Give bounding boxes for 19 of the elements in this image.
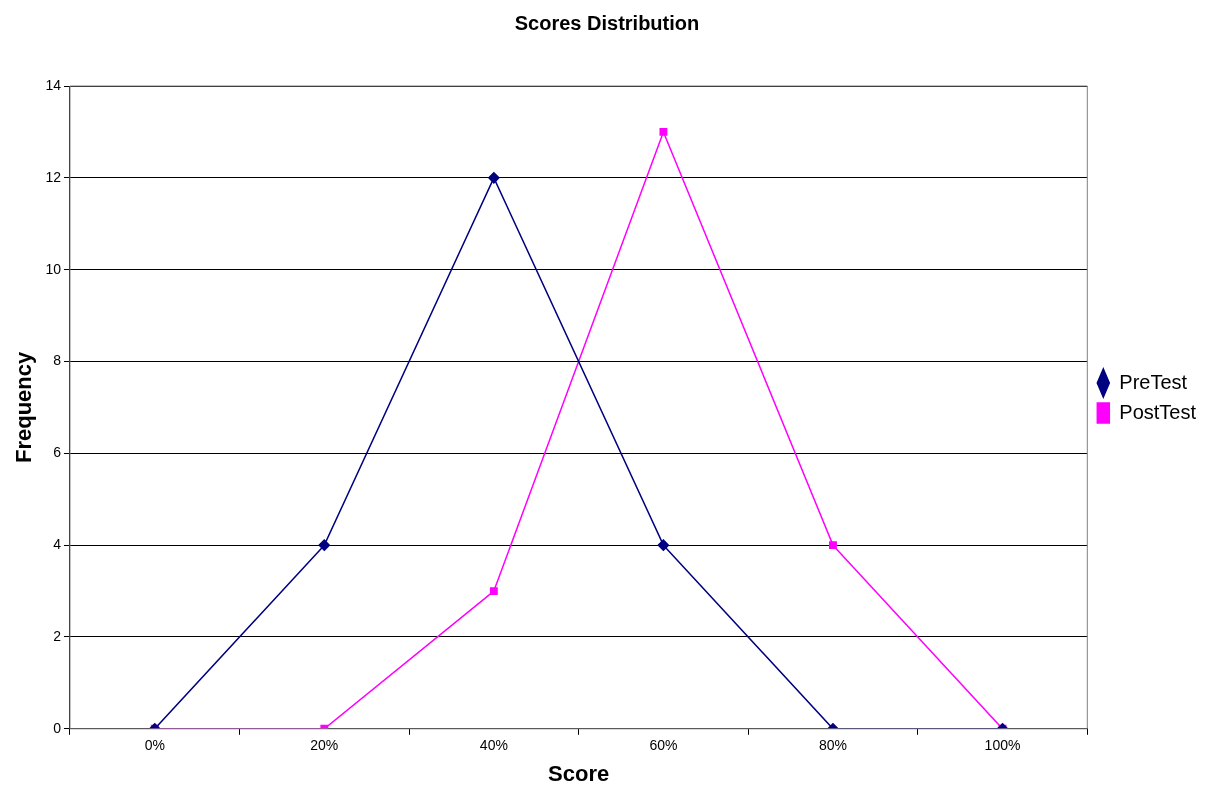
y-tick-label: 12: [45, 168, 62, 185]
x-tick-label: 0%: [144, 737, 165, 754]
x-axis-title: Score: [548, 760, 610, 786]
chart-title: Scores Distribution: [514, 11, 700, 34]
y-tick-label: 6: [53, 444, 62, 461]
legend-label: PreTest: [1119, 370, 1188, 393]
y-tick-label: 14: [45, 76, 62, 93]
y-axis-title: Frequency: [11, 351, 37, 464]
x-tick-label: 80%: [818, 737, 847, 754]
x-tick-label: 60%: [649, 737, 678, 754]
y-tick-label: 2: [53, 627, 62, 644]
y-tick-label: 8: [53, 352, 62, 369]
x-tick-label: 100%: [984, 737, 1021, 754]
y-tick-label: 4: [53, 536, 62, 552]
y-tick-label: 0: [53, 719, 62, 736]
x-tick-label: 20%: [310, 737, 339, 754]
legend-label: PostTest: [1119, 400, 1197, 423]
y-tick-label: 10: [45, 260, 62, 277]
x-tick-label: 40%: [479, 737, 508, 754]
